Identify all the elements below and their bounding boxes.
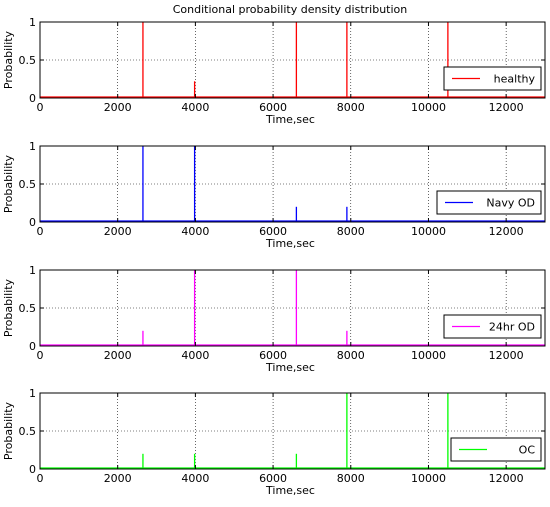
panel-4-xlabel: Time,sec	[265, 484, 315, 497]
panel-1-xtick-label-4: 8000	[337, 101, 365, 114]
panel-1-legend-label: healthy	[494, 73, 536, 86]
panel-4-ylabel: Probability	[2, 401, 15, 460]
panel-1-xtick-label-5: 10000	[411, 101, 446, 114]
panel-1-xtick-label-3: 6000	[259, 101, 287, 114]
panel-3-ytick-label-2: 1	[29, 264, 36, 277]
panel-2-legend-box	[436, 190, 542, 215]
panel-3-legend-label: 24hr OD	[489, 321, 535, 334]
panel-3-ytick-label-0: 0	[29, 340, 36, 353]
panel-3-xtick-label-0: 0	[37, 349, 44, 362]
panel-1-xlabel: Time,sec	[265, 113, 315, 126]
panel-3-xtick-label-5: 10000	[411, 349, 446, 362]
panel-2-ylabel: Probability	[2, 154, 15, 213]
panel-1-legend-box	[443, 66, 542, 91]
panel-1-ytick-label-2: 1	[29, 16, 36, 29]
panel-2-xtick-label-6: 12000	[489, 225, 524, 238]
panel-2-xtick-label-5: 10000	[411, 225, 446, 238]
panel-4-ytick-label-2: 1	[29, 387, 36, 400]
panel-1-xtick-label-2: 4000	[181, 101, 209, 114]
panel-1-ylabel: Probability	[2, 30, 15, 89]
panel-4-xtick-label-6: 12000	[489, 472, 524, 485]
panel-4-ytick-label-1: 0.5	[19, 425, 37, 438]
panel-3-legend-box	[443, 314, 542, 339]
panel-2-ytick-label-1: 0.5	[19, 178, 37, 191]
panel-3-xtick-label-3: 6000	[259, 349, 287, 362]
panel-1-ytick-label-1: 0.5	[19, 54, 37, 67]
panel-1-ytick-label-0: 0	[29, 92, 36, 105]
panel-2-ytick-label-0: 0	[29, 216, 36, 229]
panel-2-xtick-label-1: 2000	[104, 225, 132, 238]
panel-3-xlabel: Time,sec	[265, 361, 315, 374]
panel-4-xtick-label-5: 10000	[411, 472, 446, 485]
figure-title: Conditional probability density distribu…	[173, 3, 408, 16]
panel-4-xtick-label-1: 2000	[104, 472, 132, 485]
panel-2-xtick-label-3: 6000	[259, 225, 287, 238]
panel-4-legend-box	[450, 437, 542, 462]
panel-4-xtick-label-4: 8000	[337, 472, 365, 485]
panel-2-xtick-label-4: 8000	[337, 225, 365, 238]
panel-4-xtick-label-2: 4000	[181, 472, 209, 485]
panel-4-legend-label: OC	[519, 444, 536, 457]
panel-2-legend-label: Navy OD	[486, 197, 535, 210]
panel-4-ytick-label-0: 0	[29, 463, 36, 476]
panel-1-xtick-label-1: 2000	[104, 101, 132, 114]
panel-2-xtick-label-2: 4000	[181, 225, 209, 238]
panel-2-xtick-label-0: 0	[37, 225, 44, 238]
panel-1-xtick-label-0: 0	[37, 101, 44, 114]
panel-4-xtick-label-3: 6000	[259, 472, 287, 485]
panel-2-ytick-label-2: 1	[29, 140, 36, 153]
panel-3-ylabel: Probability	[2, 278, 15, 337]
panel-3-xtick-label-2: 4000	[181, 349, 209, 362]
panel-1-xtick-label-6: 12000	[489, 101, 524, 114]
panel-3-xtick-label-1: 2000	[104, 349, 132, 362]
panel-3-ytick-label-1: 0.5	[19, 302, 37, 315]
panel-2-xlabel: Time,sec	[265, 237, 315, 250]
panel-3-xtick-label-4: 8000	[337, 349, 365, 362]
panel-3-xtick-label-6: 12000	[489, 349, 524, 362]
panel-4-xtick-label-0: 0	[37, 472, 44, 485]
